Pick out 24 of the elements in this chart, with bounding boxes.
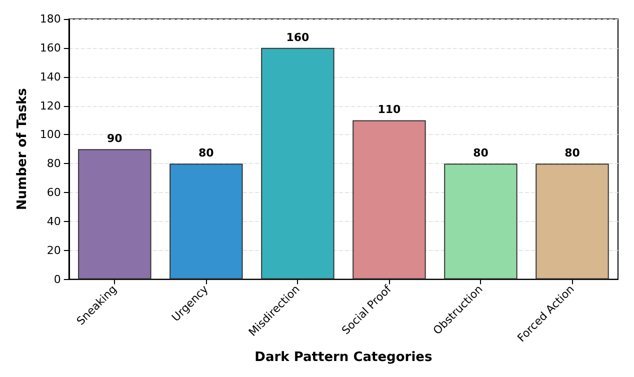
y-tick-label: 140 [40,70,61,84]
data-label: 80 [564,146,580,160]
bar [352,120,426,280]
y-axis-title: Number of Tasks [15,88,30,210]
y-tick-label: 60 [46,186,61,200]
data-label: 90 [107,132,123,146]
y-tick-label: 120 [40,99,61,112]
y-tick-label: 40 [46,214,61,228]
x-axis-title: Dark Pattern Categories [254,350,432,365]
bar [170,164,243,280]
data-label: 80 [198,146,214,160]
y-tick-label: 180 [40,12,61,26]
y-tick-label: 20 [46,244,61,257]
y-tick-label: 80 [46,157,61,170]
y-tick-label: 160 [40,41,61,54]
data-label: 160 [286,30,310,44]
y-tick-label: 100 [40,128,61,142]
bar [261,48,334,280]
bar [444,164,518,280]
y-tick-label: 0 [54,272,61,286]
data-label: 110 [378,103,402,116]
data-label: 80 [473,146,489,160]
bar [78,149,152,280]
bar [536,164,609,280]
